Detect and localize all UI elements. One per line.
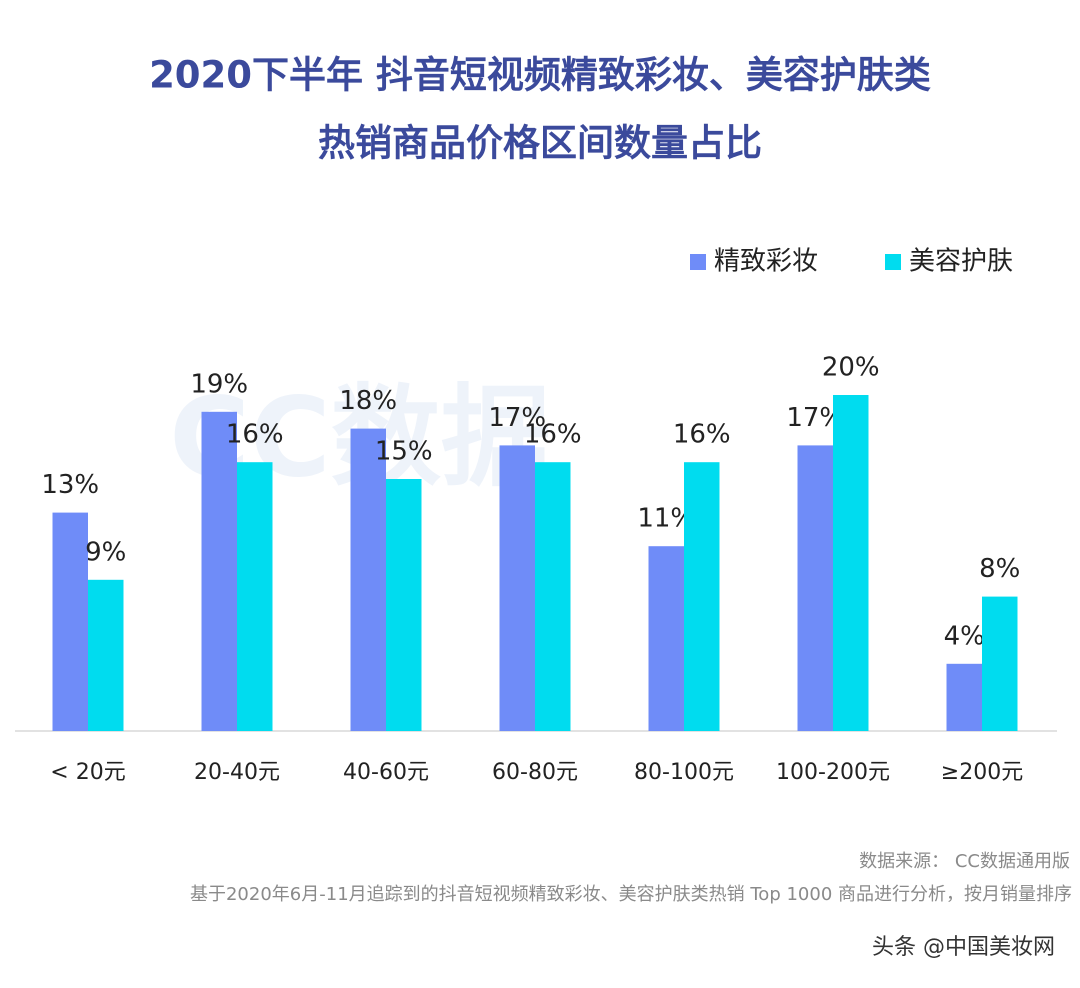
source: 数据来源： CC数据通用版 <box>859 851 1070 872</box>
x-tick-label: 20-40元 <box>194 760 280 785</box>
x-tick-label: 60-80元 <box>492 760 578 785</box>
bar <box>386 479 422 731</box>
value-label: 8% <box>979 554 1020 584</box>
x-tick-label: ≥200元 <box>941 760 1023 785</box>
bar <box>237 462 273 731</box>
value-label: 9% <box>85 537 126 567</box>
value-label: 20% <box>822 353 880 383</box>
bar <box>88 579 124 731</box>
chart-title: 2020下半年 抖音短视频精致彩妆、美容护肤类 <box>149 54 931 97</box>
note: 基于2020年6月-11月追踪到的抖音短视频精致彩妆、美容护肤类热销 Top 1… <box>190 884 1072 905</box>
x-tick-label: 40-60元 <box>343 760 429 785</box>
value-label: 19% <box>190 369 248 399</box>
bar <box>535 462 571 731</box>
value-label: 16% <box>524 420 582 450</box>
chart-title: 热销商品价格区间数量占比 <box>318 122 762 165</box>
bar <box>648 546 684 731</box>
value-label: 17% <box>488 403 546 433</box>
value-label: 16% <box>673 420 731 450</box>
legend-label: 精致彩妆 <box>714 247 818 277</box>
x-tick-label: < 20元 <box>50 760 125 785</box>
legend-swatch <box>690 254 706 270</box>
value-label: 13% <box>41 470 99 500</box>
value-label: 18% <box>339 386 397 416</box>
bar <box>499 445 535 731</box>
x-tick-label: 100-200元 <box>776 760 890 785</box>
bar <box>797 445 833 731</box>
bar <box>684 462 720 731</box>
bar <box>833 395 869 731</box>
value-label: 16% <box>226 420 284 450</box>
value-label: 15% <box>375 437 433 467</box>
value-label: 4% <box>944 621 985 651</box>
bar <box>52 512 88 731</box>
bar <box>201 411 237 731</box>
bar <box>946 663 982 731</box>
bar <box>982 596 1018 731</box>
legend-swatch <box>885 254 901 270</box>
credit: 头条 @中国美妆网 <box>872 935 1055 960</box>
bar <box>350 428 386 731</box>
x-tick-label: 80-100元 <box>634 760 734 785</box>
legend-label: 美容护肤 <box>909 247 1013 277</box>
